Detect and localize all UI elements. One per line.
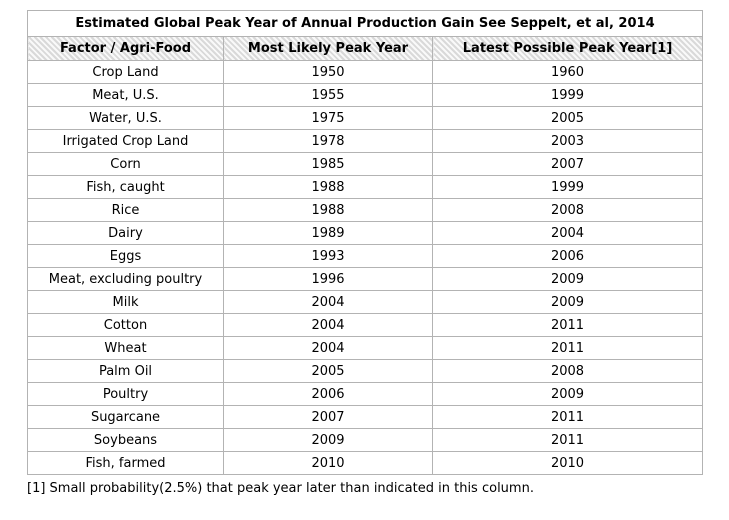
most-likely-peak-year-cell: 1988	[223, 198, 433, 222]
column-header-latest-possible-peak-year: Latest Possible Peak Year[1]	[431, 36, 704, 61]
table-row: Palm Oil 2005 2008	[27, 359, 704, 383]
footnote: [1] Small probability(2.5%) that peak ye…	[27, 481, 534, 496]
factor-cell: Water, U.S.	[27, 106, 224, 130]
latest-possible-peak-year-cell: 1999	[431, 83, 704, 107]
latest-possible-peak-year-cell: 2007	[431, 152, 704, 176]
table-row: Soybeans 2009 2011	[27, 428, 704, 452]
most-likely-peak-year-cell: 1950	[223, 60, 433, 84]
factor-cell: Cotton	[27, 313, 224, 337]
most-likely-peak-year-cell: 1955	[223, 83, 433, 107]
table-row: Irrigated Crop Land 1978 2003	[27, 129, 704, 153]
factor-cell: Soybeans	[27, 428, 224, 452]
most-likely-peak-year-cell: 1988	[223, 175, 433, 199]
peak-year-table-container: Estimated Global Peak Year of Annual Pro…	[26, 10, 704, 475]
factor-cell: Eggs	[27, 244, 224, 268]
table-row: Corn 1985 2007	[27, 152, 704, 176]
factor-cell: Meat, U.S.	[27, 83, 224, 107]
table-body: Crop Land 1950 1960 Meat, U.S. 1955 1999 Water…	[27, 60, 704, 475]
latest-possible-peak-year-cell: 2011	[431, 336, 704, 360]
factor-cell: Wheat	[27, 336, 224, 360]
column-header-factor: Factor / Agri-Food	[27, 36, 224, 61]
factor-cell: Corn	[27, 152, 224, 176]
most-likely-peak-year-cell: 1989	[223, 221, 433, 245]
factor-cell: Crop Land	[27, 60, 224, 84]
latest-possible-peak-year-cell: 2009	[431, 290, 704, 314]
latest-possible-peak-year-cell: 2009	[431, 267, 704, 291]
table-row: Rice 1988 2008	[27, 198, 704, 222]
latest-possible-peak-year-cell: 2011	[431, 313, 704, 337]
most-likely-peak-year-cell: 2010	[223, 451, 433, 475]
factor-cell: Fish, caught	[27, 175, 224, 199]
factor-cell: Rice	[27, 198, 224, 222]
table-row: Meat, excluding poultry 1996 2009	[27, 267, 704, 291]
table-title: Estimated Global Peak Year of Annual Pro…	[26, 10, 704, 37]
factor-cell: Fish, farmed	[27, 451, 224, 475]
column-header-most-likely-peak-year: Most Likely Peak Year	[223, 36, 433, 61]
most-likely-peak-year-cell: 1996	[223, 267, 433, 291]
table-row: Crop Land 1950 1960	[27, 60, 704, 84]
most-likely-peak-year-cell: 1978	[223, 129, 433, 153]
factor-cell: Irrigated Crop Land	[27, 129, 224, 153]
latest-possible-peak-year-cell: 1999	[431, 175, 704, 199]
table-row: Fish, caught 1988 1999	[27, 175, 704, 199]
most-likely-peak-year-cell: 2004	[223, 336, 433, 360]
factor-cell: Poultry	[27, 382, 224, 406]
latest-possible-peak-year-cell: 2009	[431, 382, 704, 406]
factor-cell: Dairy	[27, 221, 224, 245]
latest-possible-peak-year-cell: 2008	[431, 359, 704, 383]
most-likely-peak-year-cell: 2006	[223, 382, 433, 406]
most-likely-peak-year-cell: 2004	[223, 290, 433, 314]
latest-possible-peak-year-cell: 2011	[431, 405, 704, 429]
latest-possible-peak-year-cell: 2008	[431, 198, 704, 222]
peak-year-table: Estimated Global Peak Year of Annual Pro…	[26, 10, 704, 475]
latest-possible-peak-year-cell: 2011	[431, 428, 704, 452]
table-row: Cotton 2004 2011	[27, 313, 704, 337]
most-likely-peak-year-cell: 1993	[223, 244, 433, 268]
factor-cell: Meat, excluding poultry	[27, 267, 224, 291]
table-row: Sugarcane 2007 2011	[27, 405, 704, 429]
factor-cell: Milk	[27, 290, 224, 314]
table-row: Milk 2004 2009	[27, 290, 704, 314]
latest-possible-peak-year-cell: 1960	[431, 60, 704, 84]
table-row: Fish, farmed 2010 2010	[27, 451, 704, 475]
most-likely-peak-year-cell: 2005	[223, 359, 433, 383]
latest-possible-peak-year-cell: 2006	[431, 244, 704, 268]
latest-possible-peak-year-cell: 2003	[431, 129, 704, 153]
table-row: Dairy 1989 2004	[27, 221, 704, 245]
table-title-row: Estimated Global Peak Year of Annual Pro…	[26, 10, 704, 37]
factor-cell: Sugarcane	[27, 405, 224, 429]
most-likely-peak-year-cell: 2009	[223, 428, 433, 452]
latest-possible-peak-year-cell: 2010	[431, 451, 704, 475]
most-likely-peak-year-cell: 2004	[223, 313, 433, 337]
most-likely-peak-year-cell: 2007	[223, 405, 433, 429]
table-header-row: Factor / Agri-Food Most Likely Peak Year…	[27, 36, 704, 61]
table-row: Meat, U.S. 1955 1999	[27, 83, 704, 107]
latest-possible-peak-year-cell: 2004	[431, 221, 704, 245]
table-row: Wheat 2004 2011	[27, 336, 704, 360]
factor-cell: Palm Oil	[27, 359, 224, 383]
table-row: Water, U.S. 1975 2005	[27, 106, 704, 130]
table-row: Poultry 2006 2009	[27, 382, 704, 406]
table-row: Eggs 1993 2006	[27, 244, 704, 268]
latest-possible-peak-year-cell: 2005	[431, 106, 704, 130]
most-likely-peak-year-cell: 1975	[223, 106, 433, 130]
most-likely-peak-year-cell: 1985	[223, 152, 433, 176]
